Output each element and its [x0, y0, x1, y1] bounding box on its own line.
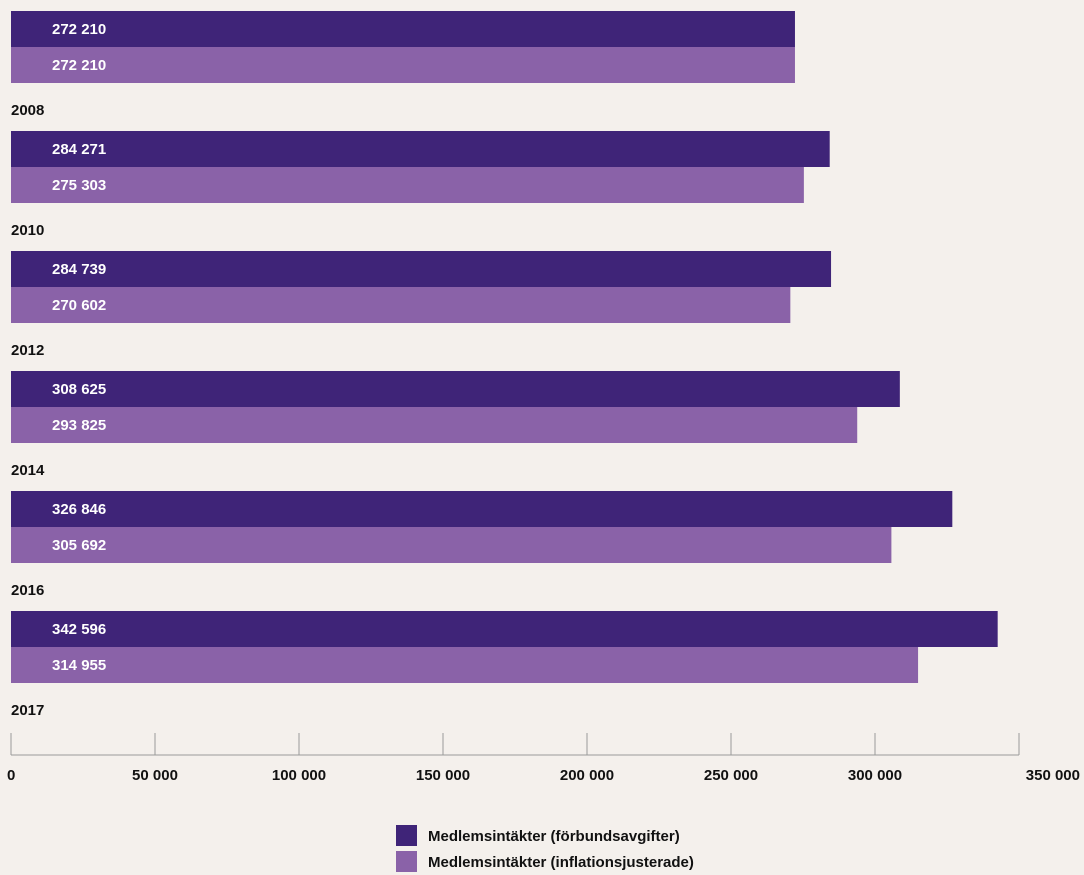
x-tick-label: 350 000	[1026, 767, 1080, 784]
x-tick-label: 200 000	[560, 767, 614, 784]
legend-swatch-2	[396, 851, 417, 872]
category-label-2010: 2010	[11, 222, 44, 239]
bar-2017-series-2	[11, 647, 919, 683]
bar-2012-series-1	[11, 251, 832, 287]
category-label-2014: 2014	[11, 462, 45, 479]
category-label-2016: 2016	[11, 582, 44, 599]
bar-value-label: 284 271	[52, 141, 106, 158]
x-tick-label: 0	[7, 767, 15, 784]
bar-value-label: 293 825	[52, 417, 106, 434]
bar-2016-series-2	[11, 527, 892, 563]
bar-value-label: 270 602	[52, 297, 106, 314]
x-tick-label: 300 000	[848, 767, 902, 784]
x-tick-label: 150 000	[416, 767, 470, 784]
bar-2016-series-1	[11, 491, 953, 527]
bar-2010-series-2	[11, 167, 804, 203]
bar-value-label: 342 596	[52, 621, 106, 638]
x-axis: 0 50 000 100 000 150 000 200 000 250 000 300 0…	[7, 733, 1080, 784]
bar-value-label: 275 303	[52, 177, 106, 194]
legend-label-2: Medlemsintäkter (inflationsjusterade)	[428, 854, 694, 871]
bar-2017-series-1	[11, 611, 998, 647]
x-tick-label: 50 000	[132, 767, 178, 784]
bar-value-label: 284 739	[52, 261, 106, 278]
bar-value-label: 308 625	[52, 381, 106, 398]
category-label-2012: 2012	[11, 342, 44, 359]
bar-2014-series-1	[11, 371, 900, 407]
bar-2014-series-2	[11, 407, 858, 443]
x-tick-label: 100 000	[272, 767, 326, 784]
bar-2012-series-2	[11, 287, 791, 323]
bar-value-label: 314 955	[52, 657, 106, 674]
bar-value-label: 272 210	[52, 21, 106, 38]
legend-label-1: Medlemsintäkter (förbundsavgifter)	[428, 828, 680, 845]
bar-2008-series-2	[11, 47, 795, 83]
legend-swatch-1	[396, 825, 417, 846]
x-tick-label: 250 000	[704, 767, 758, 784]
legend: Medlemsintäkter (förbundsavgifter) Medlem…	[396, 825, 694, 872]
category-label-2017: 2017	[11, 702, 44, 719]
bars-layer: 272 210 272 210 2008 284 271 275 303 2010 284 …	[11, 11, 998, 719]
bar-2008-series-1	[11, 11, 795, 47]
bar-value-label: 272 210	[52, 57, 106, 74]
category-label-2008: 2008	[11, 102, 44, 119]
bar-value-label: 326 846	[52, 501, 106, 518]
bar-value-label: 305 692	[52, 537, 106, 554]
bar-2010-series-1	[11, 131, 830, 167]
